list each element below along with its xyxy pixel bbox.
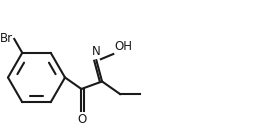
Text: N: N bbox=[92, 45, 101, 58]
Text: OH: OH bbox=[114, 40, 132, 53]
Text: O: O bbox=[78, 113, 87, 126]
Text: Br: Br bbox=[0, 32, 13, 45]
